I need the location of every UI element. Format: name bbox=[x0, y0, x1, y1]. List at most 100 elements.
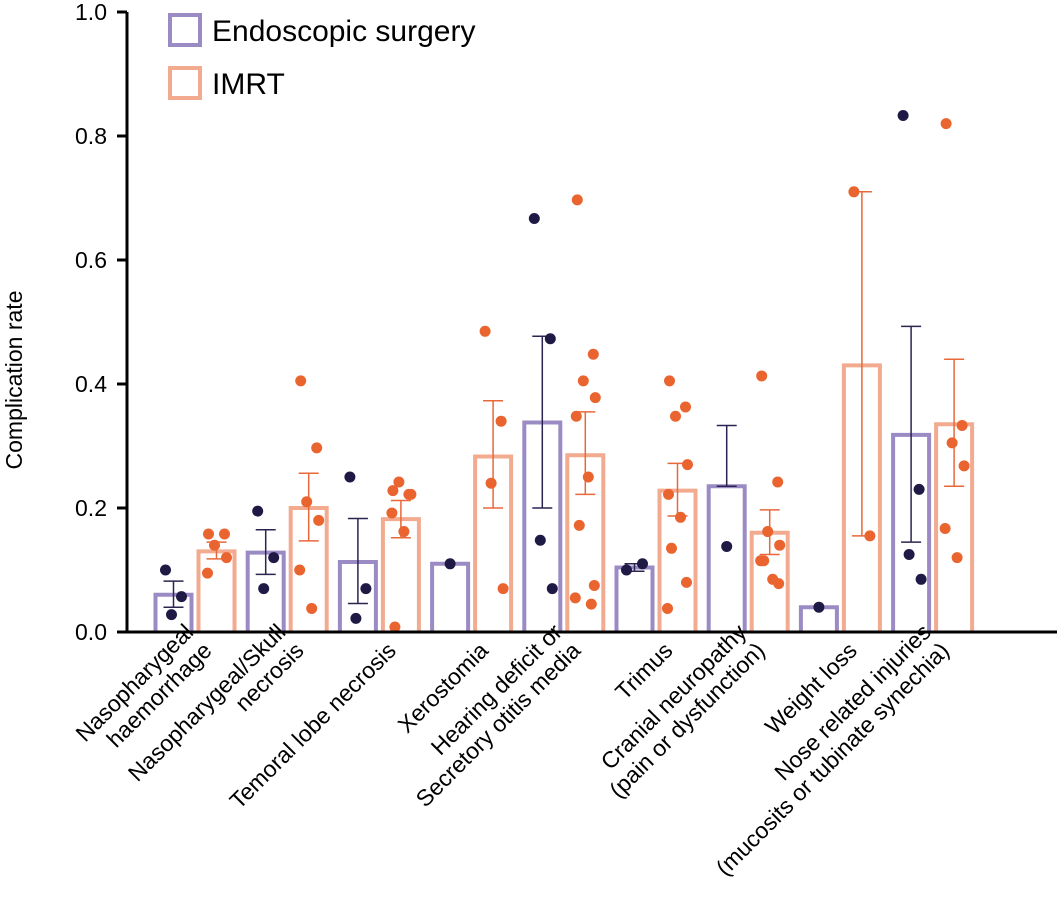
point-imrt-6-1 bbox=[772, 476, 784, 488]
point-imrt-7-0 bbox=[848, 186, 860, 198]
point-imrt-0-1 bbox=[219, 528, 230, 540]
point-imrt-5-3 bbox=[682, 459, 693, 471]
point-imrt-1-4 bbox=[294, 564, 306, 576]
point-endoscopic-0-1 bbox=[176, 591, 187, 603]
legend: Endoscopic surgery IMRT bbox=[168, 13, 475, 101]
bar-endoscopic-5 bbox=[614, 565, 655, 632]
point-endoscopic-4-3 bbox=[546, 583, 558, 595]
point-endoscopic-4-1 bbox=[544, 333, 556, 345]
point-imrt-4-3 bbox=[589, 392, 601, 404]
x-tick-label-6: Cranial neuropathy(pain or dysfunction) bbox=[586, 618, 770, 802]
y-tick-label-3: 0.6 bbox=[75, 247, 107, 273]
point-imrt-3-1 bbox=[495, 415, 507, 427]
y-tick-label-2: 0.4 bbox=[75, 371, 107, 397]
point-endoscopic-8-0 bbox=[897, 110, 909, 122]
point-imrt-3-3 bbox=[497, 583, 509, 595]
bar-endoscopic-3 bbox=[430, 561, 471, 632]
point-imrt-3-0 bbox=[479, 325, 491, 337]
bar-endoscopic-6 bbox=[706, 484, 747, 632]
point-imrt-5-6 bbox=[666, 542, 677, 554]
point-imrt-4-9 bbox=[585, 598, 597, 610]
point-imrt-3-2 bbox=[485, 477, 497, 489]
point-endoscopic-5-0 bbox=[621, 564, 632, 576]
x-tick-label-6-line-1: (pain or dysfunction) bbox=[604, 637, 770, 803]
point-endoscopic-7-0 bbox=[813, 601, 825, 613]
point-endoscopic-8-2 bbox=[903, 549, 915, 560]
point-endoscopic-2-0 bbox=[344, 471, 356, 483]
point-endoscopic-1-0 bbox=[252, 505, 264, 517]
point-imrt-1-5 bbox=[306, 602, 318, 614]
point-imrt-6-7 bbox=[773, 578, 785, 590]
legend-swatch-endoscopic bbox=[168, 13, 202, 47]
point-imrt-8-2 bbox=[946, 437, 958, 449]
point-imrt-4-2 bbox=[577, 375, 589, 387]
point-endoscopic-4-0 bbox=[528, 212, 540, 224]
point-imrt-8-0 bbox=[940, 118, 952, 130]
point-imrt-2-4 bbox=[386, 507, 398, 519]
points-layer bbox=[160, 110, 970, 633]
point-endoscopic-0-2 bbox=[166, 609, 177, 621]
point-imrt-1-1 bbox=[311, 442, 323, 454]
point-imrt-6-2 bbox=[762, 526, 774, 538]
point-imrt-6-6 bbox=[758, 555, 770, 567]
point-imrt-0-3 bbox=[221, 552, 232, 564]
point-imrt-6-3 bbox=[774, 539, 786, 551]
y-tick-label-5: 1.0 bbox=[75, 0, 107, 25]
point-imrt-1-2 bbox=[301, 496, 313, 508]
legend-label-endoscopic: Endoscopic surgery bbox=[212, 15, 475, 48]
point-endoscopic-0-0 bbox=[160, 564, 171, 576]
y-tick-label-4: 0.8 bbox=[75, 123, 107, 149]
point-imrt-8-5 bbox=[951, 552, 963, 564]
point-imrt-4-7 bbox=[588, 580, 600, 591]
point-imrt-4-4 bbox=[570, 410, 582, 422]
point-imrt-5-1 bbox=[680, 401, 691, 413]
point-endoscopic-4-2 bbox=[534, 534, 546, 546]
point-imrt-5-8 bbox=[662, 602, 673, 614]
point-imrt-2-6 bbox=[389, 621, 401, 633]
point-endoscopic-6-0 bbox=[721, 540, 733, 552]
point-imrt-8-3 bbox=[958, 460, 970, 472]
point-endoscopic-2-1 bbox=[360, 583, 372, 595]
point-endoscopic-3-0 bbox=[444, 558, 456, 570]
legend-label-imrt: IMRT bbox=[212, 68, 285, 101]
bar-imrt-0 bbox=[196, 549, 237, 632]
point-imrt-8-1 bbox=[956, 420, 968, 432]
x-tick-label-4-line-1: Secretory otitis media bbox=[411, 637, 586, 812]
y-tick-label-1: 0.2 bbox=[75, 495, 107, 521]
point-imrt-4-6 bbox=[573, 519, 585, 531]
y-axis-label: Complication rate bbox=[1, 291, 27, 470]
point-imrt-4-1 bbox=[587, 348, 599, 360]
axes-layer: 0.0 0.2 0.4 0.6 0.8 1.0 bbox=[75, 0, 1057, 645]
point-endoscopic-2-2 bbox=[350, 612, 362, 624]
point-imrt-4-0 bbox=[571, 194, 583, 206]
point-imrt-2-3 bbox=[405, 488, 417, 500]
point-imrt-5-7 bbox=[681, 576, 692, 588]
point-imrt-4-8 bbox=[569, 592, 581, 604]
bars-layer bbox=[153, 363, 975, 632]
point-imrt-7-1 bbox=[864, 530, 876, 542]
point-imrt-5-2 bbox=[670, 410, 681, 422]
point-endoscopic-1-2 bbox=[258, 583, 270, 595]
point-imrt-0-4 bbox=[202, 567, 213, 579]
point-imrt-5-0 bbox=[664, 375, 675, 387]
legend-swatch-imrt bbox=[168, 66, 202, 100]
y-tick-label-0: 0.0 bbox=[75, 619, 107, 645]
point-imrt-1-3 bbox=[313, 514, 325, 526]
point-endoscopic-8-1 bbox=[913, 483, 925, 495]
point-endoscopic-1-1 bbox=[268, 552, 280, 564]
point-imrt-2-0 bbox=[387, 485, 399, 497]
point-endoscopic-8-3 bbox=[915, 573, 927, 585]
point-imrt-4-5 bbox=[582, 471, 594, 483]
point-imrt-0-2 bbox=[209, 539, 220, 551]
point-imrt-6-0 bbox=[756, 370, 768, 382]
point-imrt-8-4 bbox=[939, 522, 951, 534]
x-labels-layer: NasopharygealhaemorrhageNasopharygeal/Sk… bbox=[70, 618, 954, 880]
point-imrt-5-5 bbox=[675, 511, 686, 523]
point-imrt-2-5 bbox=[398, 526, 410, 538]
point-imrt-0-0 bbox=[203, 528, 214, 540]
point-imrt-5-4 bbox=[663, 488, 674, 500]
point-endoscopic-5-1 bbox=[637, 558, 648, 570]
point-imrt-2-2 bbox=[393, 476, 405, 488]
point-imrt-1-0 bbox=[295, 375, 307, 387]
